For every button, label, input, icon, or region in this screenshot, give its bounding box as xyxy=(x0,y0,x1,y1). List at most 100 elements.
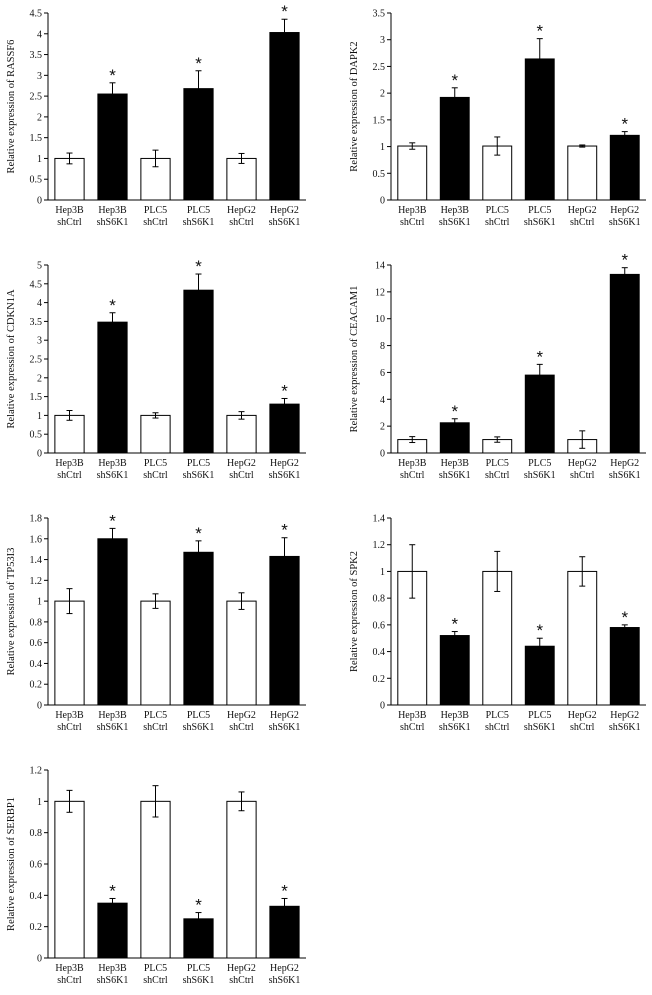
x-category-label: HepG2 xyxy=(270,710,299,721)
x-category-label: PLC5 xyxy=(144,963,167,974)
bar xyxy=(226,414,257,454)
x-category-label: Hep3B xyxy=(55,710,84,721)
x-category-label: shCtrl xyxy=(143,722,168,733)
x-category-label: shCtrl xyxy=(57,722,82,733)
y-tick-label: 0.5 xyxy=(373,169,386,180)
x-category-label: Hep3B xyxy=(398,458,427,469)
y-tick-label: 4.5 xyxy=(30,279,43,290)
x-category-label: shS6K1 xyxy=(97,470,129,481)
bar xyxy=(183,88,214,201)
x-category-label: shCtrl xyxy=(570,722,595,733)
bar xyxy=(524,58,555,201)
y-tick-label: 10 xyxy=(375,314,385,325)
y-tick-label: 0 xyxy=(37,701,42,712)
bar xyxy=(97,538,128,706)
y-tick-label: 0.5 xyxy=(30,430,43,441)
x-category-label: shS6K1 xyxy=(439,217,471,228)
bar xyxy=(609,273,640,454)
x-category-label: shS6K1 xyxy=(439,470,471,481)
y-tick-label: 4 xyxy=(37,29,42,40)
x-category-label: PLC5 xyxy=(187,205,210,216)
x-category-label: Hep3B xyxy=(55,963,84,974)
y-tick-label: 1.5 xyxy=(30,133,43,144)
significance-star: * xyxy=(536,347,543,366)
y-tick-label: 1.2 xyxy=(373,540,386,551)
x-category-label: PLC5 xyxy=(486,458,509,469)
bar xyxy=(609,134,640,201)
bar xyxy=(524,374,555,454)
y-tick-label: 8 xyxy=(380,341,385,352)
y-axis-label: Relative expression of CDKN1A xyxy=(6,289,17,429)
bar xyxy=(397,145,428,201)
x-category-label: shCtrl xyxy=(143,470,168,481)
y-tick-label: 0 xyxy=(380,701,385,712)
x-category-label: shS6K1 xyxy=(183,470,215,481)
significance-star: * xyxy=(536,621,543,640)
bar xyxy=(269,32,300,201)
y-tick-label: 1.4 xyxy=(373,514,386,525)
bar xyxy=(226,800,257,959)
y-tick-label: 1 xyxy=(380,142,385,153)
x-category-label: PLC5 xyxy=(486,205,509,216)
significance-star: * xyxy=(536,22,543,41)
y-tick-label: 0.2 xyxy=(373,674,386,685)
x-category-label: Hep3B xyxy=(55,205,84,216)
y-tick-label: 14 xyxy=(375,261,385,272)
x-category-label: PLC5 xyxy=(486,710,509,721)
bar xyxy=(183,551,214,706)
x-category-label: shS6K1 xyxy=(269,975,301,986)
y-tick-label: 3.5 xyxy=(30,317,43,328)
bar xyxy=(183,918,214,959)
x-category-label: HepG2 xyxy=(227,963,256,974)
x-category-label: Hep3B xyxy=(398,205,427,216)
x-category-label: Hep3B xyxy=(98,963,127,974)
bar xyxy=(140,800,171,959)
y-tick-label: 1 xyxy=(37,797,42,808)
bar xyxy=(567,145,598,201)
y-tick-label: 0.2 xyxy=(30,922,43,933)
x-category-label: shCtrl xyxy=(143,975,168,986)
y-tick-label: 12 xyxy=(375,287,385,298)
bar xyxy=(482,570,513,706)
x-category-label: PLC5 xyxy=(187,710,210,721)
x-category-label: shS6K1 xyxy=(609,722,641,733)
y-tick-label: 0.8 xyxy=(30,828,43,839)
significance-star: * xyxy=(195,257,202,276)
chart-panel-6: 0 0.2 0.4 0.6 0.8 1 1.2 1.4 Relative expression … xyxy=(349,514,646,733)
x-category-label: HepG2 xyxy=(568,458,597,469)
y-tick-label: 1 xyxy=(37,597,42,608)
x-category-label: shS6K1 xyxy=(269,722,301,733)
significance-star: * xyxy=(109,296,116,315)
x-category-label: Hep3B xyxy=(55,458,84,469)
bar xyxy=(54,414,85,454)
x-category-label: PLC5 xyxy=(144,205,167,216)
bar xyxy=(97,93,128,201)
y-tick-label: 2.5 xyxy=(30,92,43,103)
x-category-label: shCtrl xyxy=(570,470,595,481)
y-tick-label: 0.4 xyxy=(30,891,43,902)
x-category-label: HepG2 xyxy=(610,458,639,469)
y-tick-label: 2 xyxy=(380,422,385,433)
x-category-label: shCtrl xyxy=(57,217,82,228)
y-tick-label: 1 xyxy=(380,567,385,578)
bar xyxy=(97,902,128,959)
x-category-label: shS6K1 xyxy=(609,470,641,481)
bar xyxy=(439,96,470,201)
bar xyxy=(609,627,640,706)
y-tick-label: 0 xyxy=(37,954,42,965)
y-tick-label: 1 xyxy=(37,154,42,165)
x-category-label: PLC5 xyxy=(187,963,210,974)
x-category-label: Hep3B xyxy=(98,458,127,469)
y-axis-label: Relative expression of TP53I3 xyxy=(6,548,17,676)
y-tick-label: 1 xyxy=(37,411,42,422)
x-category-label: shS6K1 xyxy=(97,722,129,733)
bar xyxy=(54,800,85,959)
x-category-label: HepG2 xyxy=(270,458,299,469)
y-tick-label: 0.6 xyxy=(30,638,43,649)
x-category-label: PLC5 xyxy=(144,458,167,469)
x-category-label: shCtrl xyxy=(229,722,254,733)
x-category-label: PLC5 xyxy=(528,710,551,721)
x-category-label: PLC5 xyxy=(528,458,551,469)
significance-star: * xyxy=(621,608,628,627)
